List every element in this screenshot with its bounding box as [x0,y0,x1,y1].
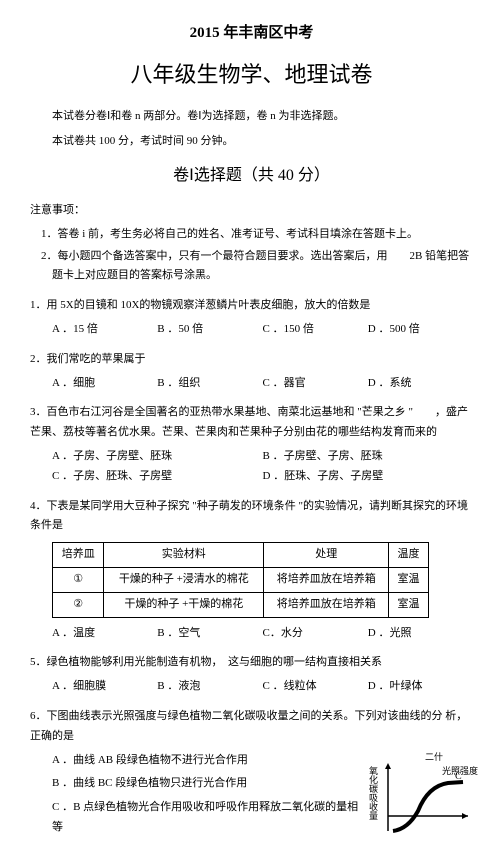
q5-opt-b: B ．液泡 [157,677,262,697]
question-5: 5．绿色植物能够利用光能制造有机物， 这与细胞的哪一结构直接相关系 [30,653,473,673]
q5-opt-d: D ．叶绿体 [368,677,473,697]
td: ② [53,592,104,617]
question-1: 1．用 5X的目镜和 10X的物镜观察洋葱鳞片叶表皮细胞，放大的倍数是 [30,296,473,316]
chart-top-label: 二什 [425,749,443,765]
q6-opt-c: C ．B 点绿色植物光合作用吸收和呼吸作用释放二氧化碳的量相等 [52,798,363,838]
q3-opt-b: B ．子房壁、子房、胚珠 [263,447,474,467]
q2-opt-a: A ．细胞 [52,374,157,394]
notice-item-1: 1．答卷 i 前，考生务必将自己的姓名、准考证号、考试科目填涂在答题卡上。 [41,225,473,245]
q3-opt-d: D ．胚珠、子房、子房壁 [263,467,474,487]
q3-opt-c: C ．子房、胚珠、子房壁 [52,467,263,487]
q5-options: A ．细胞膜 B ．液泡 C ．线粒体 D ．叶绿体 [52,677,473,697]
table-row: 培养皿 实验材料 处理 温度 [53,543,429,568]
q1-text: ．用 5X的目镜和 10X的物镜观察洋葱鳞片叶表皮细胞，放大的倍数是 [36,299,371,311]
notice-label: 注意事项： [30,201,473,221]
q6-text: ．下图曲线表示光照强度与绿色植物二氧化碳吸收量之间的关系。下列对该曲线的分 析，… [30,710,467,742]
q1-opt-d: D ．500 倍 [368,320,473,340]
q3-opt-a: A ．子房、子房壁、胚珠 [52,447,263,467]
q6-container: A ．曲线 AB 段绿色植物不进行光合作用 B ．曲线 BC 段绿色植物只进行光… [30,751,473,838]
exam-year-header: 2015 年丰南区中考 [30,20,473,47]
q5-text: ．绿色植物能够利用光能制造有机物， 这与细胞的哪一结构直接相关系 [36,656,383,668]
q3-text: ．百色市右江河谷是全国著名的亚热带水果基地、南菜北运基地和 "芒果之乡 " ，盛… [30,406,468,438]
q2-text: ．我们常吃的苹果属于 [36,353,146,365]
section-title: 卷Ⅰ选择题（共 40 分） [30,162,473,191]
q4-table: 培养皿 实验材料 处理 温度 ① 干燥的种子 +浸清水的棉花 将培养皿放在培养箱… [52,542,429,617]
table-row: ② 干燥的种子 +干燥的棉花 将培养皿放在培养箱 室温 [53,592,429,617]
chart-y-label: 氧化碳吸收量 [368,766,377,820]
q6-opt-b: B ．曲线 BC 段绿色植物只进行光合作用 [52,774,363,794]
td: 将培养皿放在培养箱 [264,567,389,592]
q5-opt-c: C ．线粒体 [263,677,368,697]
q2-opt-c: C ．器官 [263,374,368,394]
q2-opt-d: D ．系统 [368,374,473,394]
th-1: 培养皿 [53,543,104,568]
q2-options: A ．细胞 B ．组织 C ．器官 D ．系统 [52,374,473,394]
question-3: 3．百色市右江河谷是全国著名的亚热带水果基地、南菜北运基地和 "芒果之乡 " ，… [30,403,473,443]
td: 将培养皿放在培养箱 [264,592,389,617]
td: 干燥的种子 +干燥的棉花 [104,592,264,617]
td: 干燥的种子 +浸清水的棉花 [104,567,264,592]
th-4: 温度 [389,543,428,568]
q4-text: ．下表是某同学用大豆种子探究 "种子萌发的环境条件 "的实验情况，请判断其探究的… [30,500,468,532]
th-2: 实验材料 [104,543,264,568]
q4-opt-d: D ．光照 [368,624,473,644]
question-6: 6．下图曲线表示光照强度与绿色植物二氧化碳吸收量之间的关系。下列对该曲线的分 析… [30,707,473,747]
question-2: 2．我们常吃的苹果属于 [30,350,473,370]
td: 室温 [389,567,428,592]
chart-x-label: 光照强度 [442,763,478,779]
question-4: 4．下表是某同学用大豆种子探究 "种子萌发的环境条件 "的实验情况，请判断其探究… [30,497,473,537]
q1-opt-b: B ．50 倍 [157,320,262,340]
intro-line-2: 本试卷共 100 分，考试时间 90 分钟。 [30,132,473,152]
td: 室温 [389,592,428,617]
q1-opt-c: C ．150 倍 [263,320,368,340]
td: ① [53,567,104,592]
q6-chart: 二什 氧化碳吸收量 光照强度 C [373,761,473,841]
table-row: ① 干燥的种子 +浸清水的棉花 将培养皿放在培养箱 室温 [53,567,429,592]
notice-item-2: 2．每小题四个备选答案中，只有一个最符合题目要求。选出答案后，用 2B 铅笔把答… [41,247,473,287]
q2-opt-b: B ．组织 [157,374,262,394]
intro-line-1: 本试卷分卷Ⅰ和卷 n 两部分。卷Ⅰ为选择题，卷 n 为非选择题。 [30,107,473,127]
q5-opt-a: A ．细胞膜 [52,677,157,697]
q4-opt-c: C．水分 [263,624,368,644]
q4-opt-a: A ．温度 [52,624,157,644]
q3-options: A ．子房、子房壁、胚珠 B ．子房壁、子房、胚珠 C ．子房、胚珠、子房壁 D… [52,447,473,487]
exam-main-title: 八年级生物学、地理试卷 [30,55,473,95]
th-3: 处理 [264,543,389,568]
q6-opt-a: A ．曲线 AB 段绿色植物不进行光合作用 [52,751,363,771]
q1-options: A ．15 倍 B ．50 倍 C ．150 倍 D ．500 倍 [52,320,473,340]
q4-options: A ．温度 B ．空气 C．水分 D ．光照 [52,624,473,644]
q4-opt-b: B ．空气 [157,624,262,644]
q1-opt-a: A ．15 倍 [52,320,157,340]
